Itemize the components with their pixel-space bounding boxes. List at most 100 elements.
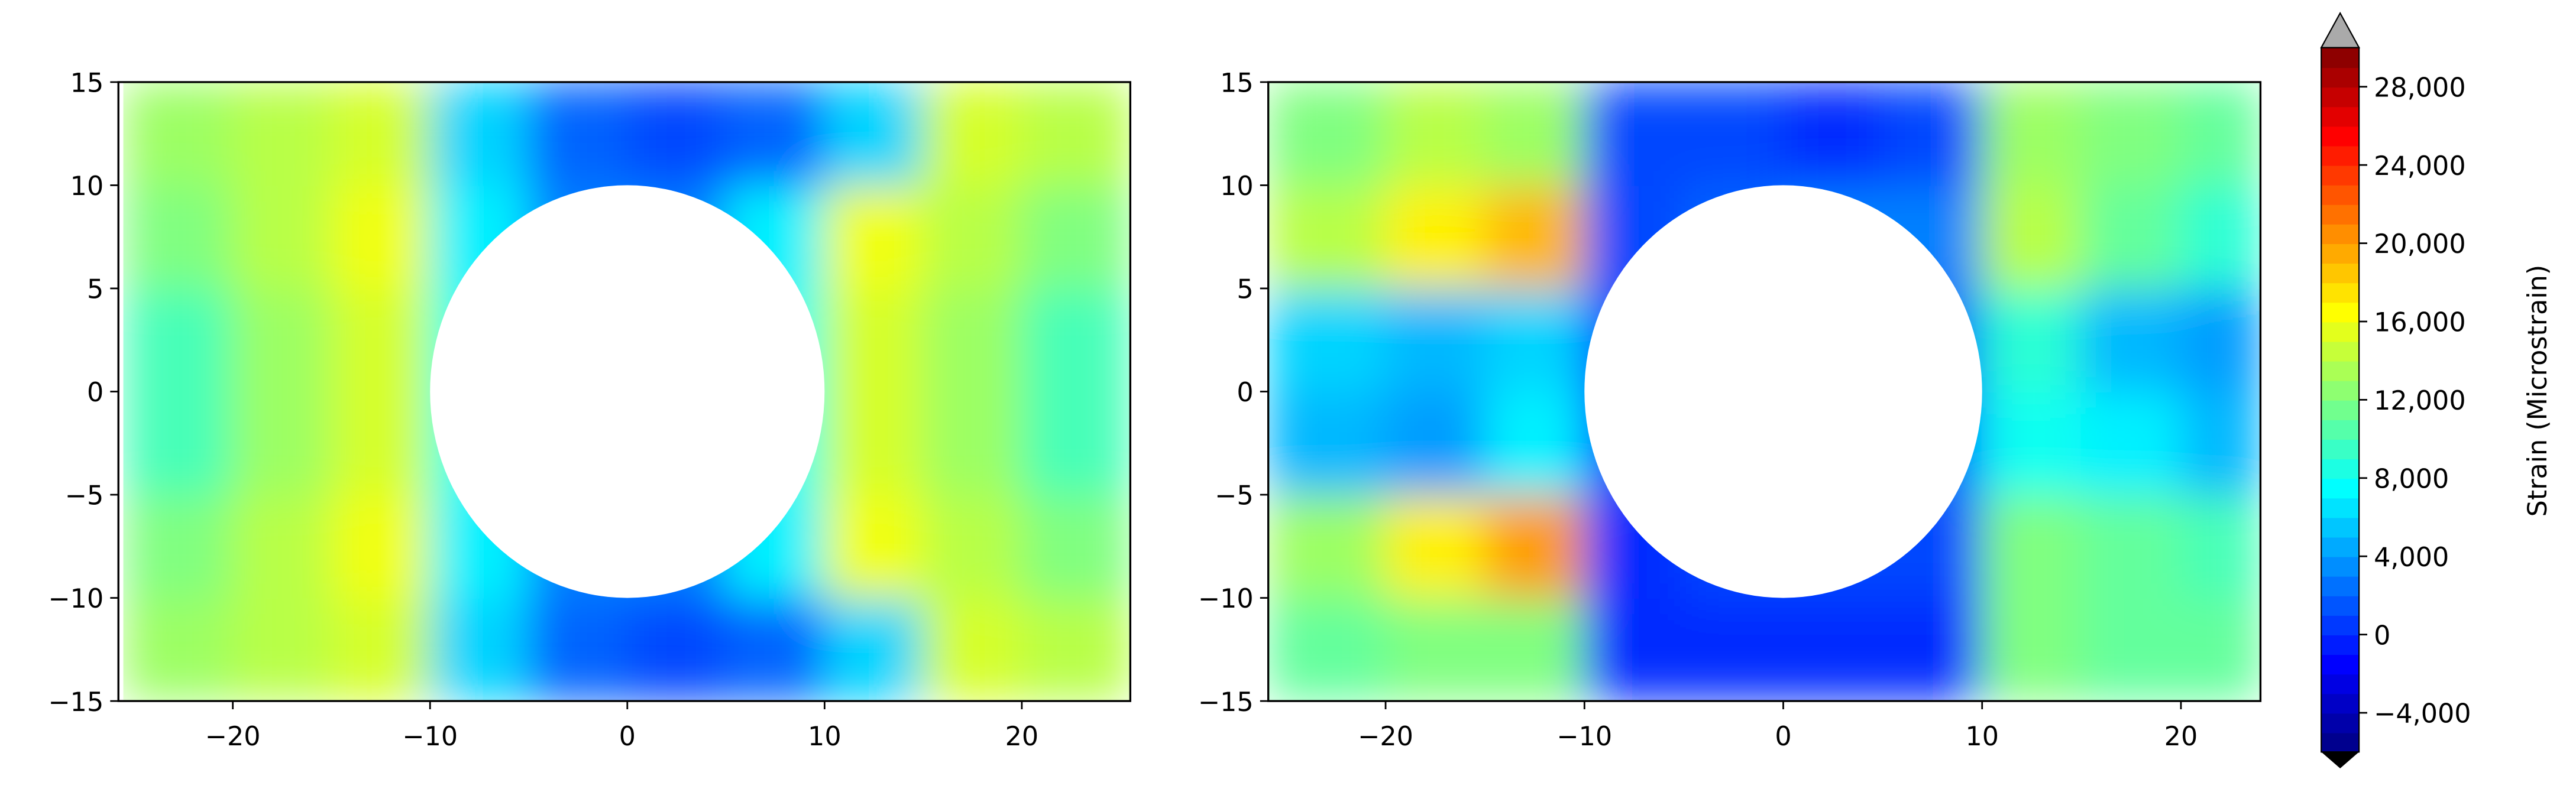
colorbar-band [2321, 693, 2360, 714]
heatmap-cell [823, 287, 924, 392]
heatmap-cell [2080, 287, 2182, 392]
x-tick-label: 0 [1775, 722, 1791, 752]
colorbar-band [2321, 576, 2360, 596]
heatmap-cell [331, 391, 431, 496]
heatmap-cell [123, 494, 234, 599]
heatmap-cell [2080, 391, 2182, 496]
heatmap-cell [123, 82, 234, 186]
heatmap-cell [1384, 287, 1486, 392]
colorbar-band [2321, 537, 2360, 557]
heatmap-cell [823, 82, 924, 186]
x-tick-label: 10 [1965, 722, 1999, 752]
heatmap-cell [922, 82, 1023, 186]
heatmap-cell [2080, 82, 2182, 186]
heatmap-cell [232, 391, 332, 496]
colorbar-band [2321, 400, 2360, 420]
heatmap-cell [1682, 82, 1784, 186]
plot-area [123, 82, 1131, 702]
colorbar-tick-label: 0 [2374, 621, 2390, 651]
colorbar-band [2321, 301, 2360, 323]
colorbar-band [2321, 654, 2360, 675]
hole [1584, 185, 1982, 598]
heatmap-cell [823, 597, 924, 702]
y-tick-label: −10 [1198, 584, 1254, 614]
heatmap-cell [1583, 597, 1685, 702]
colorbar-tick-label: 28,000 [2374, 73, 2465, 103]
heatmap-cell [2180, 391, 2261, 496]
heatmap-cell [528, 82, 629, 186]
heatmap-cell [1981, 184, 2083, 290]
heatmap-cell [1981, 494, 2083, 599]
heatmap-cell [331, 82, 431, 186]
heatmap-cell [1682, 597, 1784, 702]
heatmap-cell [123, 184, 234, 290]
heatmap-cell [1981, 287, 2083, 392]
heatmap-cell [2180, 82, 2261, 186]
heatmap-cell [1021, 597, 1131, 702]
colorbar-band [2321, 615, 2360, 635]
colorbar-band [2321, 165, 2360, 186]
heatmap-cell [528, 597, 629, 702]
heatmap-cell [331, 184, 431, 290]
heatmap-cell [232, 184, 332, 290]
colorbar-extend-bottom [2321, 752, 2360, 768]
heatmap-cell [922, 184, 1023, 290]
colorbar-band [2321, 419, 2360, 440]
heatmap-cell [1268, 287, 1387, 392]
heatmap-cell [2180, 597, 2261, 702]
heatmap-cell [1384, 597, 1486, 702]
hole [430, 185, 825, 598]
heatmap-cell [1021, 287, 1131, 392]
heatmap-cell [1484, 494, 1585, 599]
colorbar-band [2321, 67, 2360, 88]
y-tick-label: −15 [1198, 687, 1254, 718]
heatmap-cell [823, 494, 924, 599]
heatmap-cell [1583, 82, 1685, 186]
colorbar-band [2321, 204, 2360, 225]
heatmap-cell [123, 597, 234, 702]
heatmap-cell [2180, 287, 2261, 392]
heatmap-cell [331, 597, 431, 702]
y-tick-label: −15 [48, 687, 103, 718]
heatmap-cell [1782, 82, 1884, 186]
heatmap-cell [232, 287, 332, 392]
heatmap-cell [2180, 494, 2261, 599]
heatmap-cell [1981, 597, 2083, 702]
heatmap-cell [823, 184, 924, 290]
x-tick-label: 20 [1005, 722, 1039, 752]
colorbar-band [2321, 262, 2360, 284]
colorbar-band [2321, 184, 2360, 205]
heatmap-cell [1384, 82, 1486, 186]
colorbar-band [2321, 47, 2360, 69]
colorbar-tick-label: 16,000 [2374, 308, 2465, 338]
colorbar-band [2321, 556, 2360, 577]
heatmap-cell [1484, 597, 1585, 702]
heatmap-cell [725, 597, 826, 702]
colorbar-band [2321, 497, 2360, 518]
heatmap-cell [331, 287, 431, 392]
y-tick-label: 5 [1237, 275, 1253, 305]
heatmap-cell [1021, 184, 1131, 290]
heatmap-cell [1268, 184, 1387, 290]
colorbar-band [2321, 243, 2360, 264]
plot-area [1268, 82, 2261, 702]
x-tick-label: −10 [1556, 722, 1612, 752]
colorbar-tick-label: 20,000 [2374, 229, 2465, 259]
heatmap-cell [1882, 597, 1983, 702]
colorbar-band [2321, 145, 2360, 166]
heatmap-cell [922, 494, 1023, 599]
heatmap-cell [1021, 391, 1131, 496]
y-tick-label: 15 [1220, 69, 1254, 99]
colorbar-band [2321, 595, 2360, 616]
heatmap-cell [1384, 184, 1486, 290]
heatmap-cell [1484, 391, 1585, 496]
colorbar-band [2321, 517, 2360, 538]
heatmap-cell [1021, 82, 1131, 186]
heatmap-cell [1484, 82, 1585, 186]
heatmap-cell [2080, 184, 2182, 290]
heatmap-cell [2080, 597, 2182, 702]
heatmap-cell [922, 287, 1023, 392]
heatmap-cell [2180, 184, 2261, 290]
y-tick-label: 0 [1237, 378, 1253, 408]
